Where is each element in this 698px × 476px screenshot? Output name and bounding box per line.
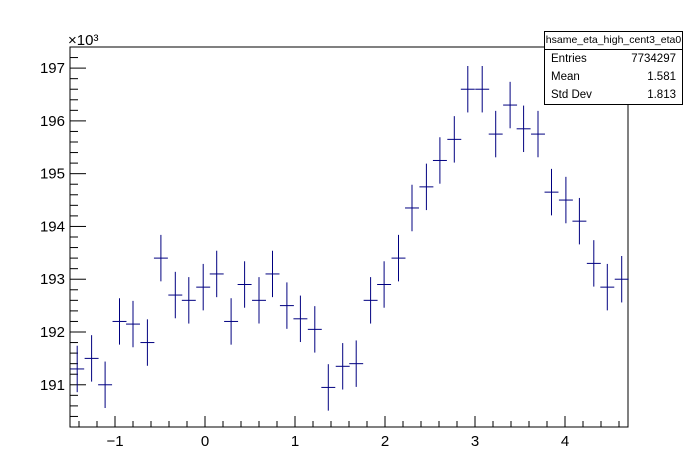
data-point [126,300,140,348]
y-tick-label: 196 [40,113,65,130]
stats-row-mean: Mean 1.581 [545,68,682,86]
y-tick-label: 193 [40,271,65,288]
data-point [349,340,364,387]
x-tick-label: 3 [471,433,479,450]
data-point [140,319,155,366]
data-point [614,256,629,303]
y-tick-label: 195 [40,166,65,183]
data-point [586,240,601,287]
data-point [531,110,545,158]
data-point [293,295,308,343]
x-tick-label: 2 [381,433,389,450]
data-point [419,163,434,211]
x-tick-label: 4 [561,433,569,450]
data-point [516,105,531,153]
data-point [558,176,573,224]
data-point [391,234,406,282]
x-tick-label: 1 [291,433,299,450]
data-point [572,197,587,245]
stats-label: Mean [551,71,580,83]
data-point [460,66,475,113]
data-point [600,263,615,311]
stats-label: Std Dev [551,89,592,101]
data-point [168,271,183,319]
stats-row-entries: Entries 7734297 [545,50,682,68]
data-point [98,361,113,408]
data-point [265,250,280,298]
stats-label: Entries [551,53,587,65]
stats-value: 1.581 [647,71,676,83]
data-point [475,66,490,113]
y-tick-label: 197 [40,60,65,77]
data-point [307,306,322,353]
data-point [405,184,419,232]
y-tick-label: 192 [40,324,65,341]
data-point [70,345,85,393]
stats-value: 7734297 [631,53,676,65]
stats-row-stddev: Std Dev 1.813 [545,86,682,104]
data-point [252,277,266,324]
data-point [224,298,239,345]
data-point [112,298,127,345]
data-point [377,261,392,308]
data-point [544,168,559,216]
data-point [447,116,462,163]
x-tick-label: −1 [106,433,123,450]
stats-title: hsame_eta_high_cent3_eta0 [545,32,682,50]
data-point [335,343,350,390]
data-point [181,277,196,324]
y-exponent-label: ×10³ [68,32,98,49]
stats-box: hsame_eta_high_cent3_eta0 Entries 773429… [544,31,683,105]
stats-value: 1.813 [647,89,676,101]
data-point [209,250,224,298]
x-tick-label: 0 [201,433,209,450]
data-point [279,282,294,329]
data-point [237,261,252,308]
data-point [363,277,378,324]
data-point [153,234,168,282]
data-point [503,81,518,129]
data-point [321,364,336,411]
data-point [196,263,211,311]
data-point [432,137,447,184]
data-point [488,110,503,158]
data-point [84,335,99,382]
y-tick-label: 194 [40,218,65,235]
y-tick-label: 191 [40,377,65,394]
